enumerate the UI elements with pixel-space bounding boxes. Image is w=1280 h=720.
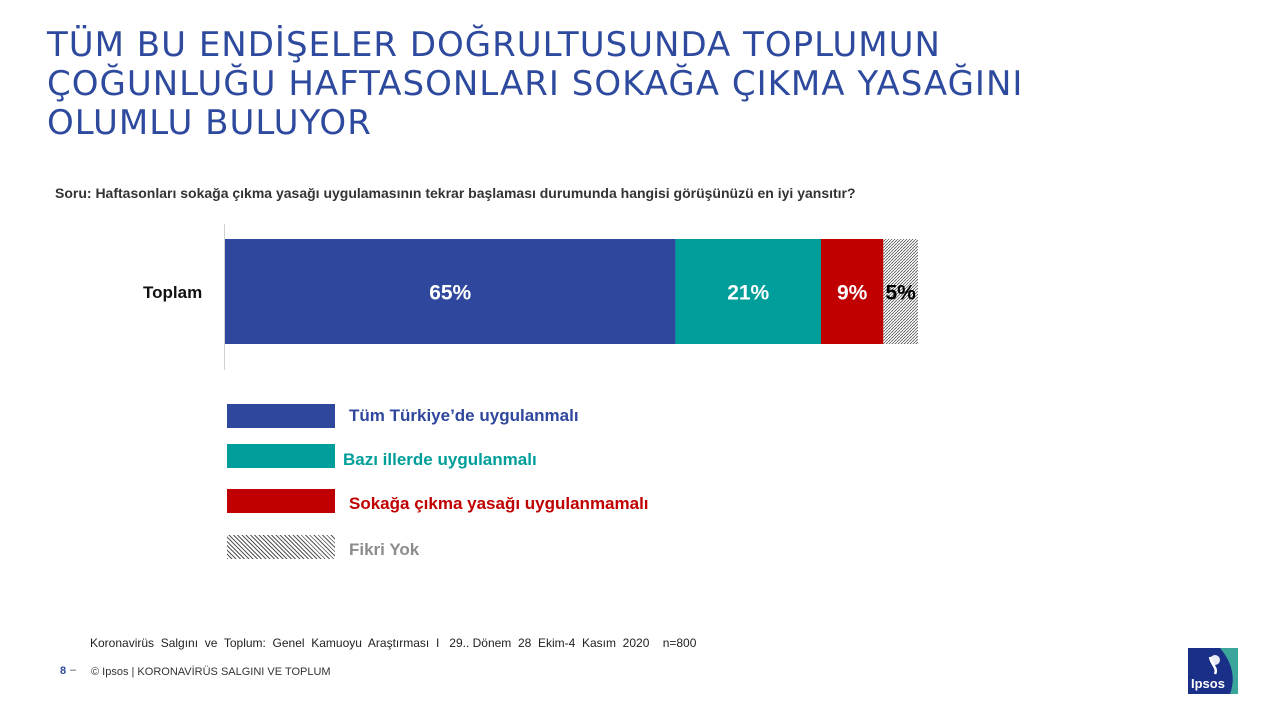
data-label-3: 9%: [837, 282, 868, 305]
title-line-3: OLUMLU BULUYOR: [47, 103, 372, 143]
legend-swatch-fikri-yok: [227, 535, 335, 559]
page-number: 8: [60, 665, 67, 677]
bar-segment-1: [225, 239, 676, 344]
legend-label-tum-turkiye: Tüm Türkiye’de uygulanmalı: [349, 406, 579, 425]
legend-swatch-uygulanmamali: [227, 489, 335, 513]
bar-segment-4: [883, 239, 918, 344]
page-title: TÜM BU ENDİŞELER DOĞRULTUSUNDA TOPLUMUN …: [47, 26, 1227, 143]
legend-swatch-tum-turkiye: [227, 404, 335, 428]
svg-text:Ipsos: Ipsos: [1191, 676, 1225, 691]
footer-copyright: © Ipsos | KORONAVİRÜS SALGINI VE TOPLUM: [91, 666, 331, 678]
bar-segment-3: [820, 239, 884, 344]
bar-segments: 65% 21% 9% 5%: [225, 239, 918, 344]
title-line-2: ÇOĞUNLUĞU HAFTASONLARI SOKAĞA ÇIKMA YASA…: [47, 64, 1024, 104]
bar-segment-2: [675, 239, 821, 344]
ipsos-logo: Ipsos: [1188, 648, 1238, 694]
category-label: Toplam: [143, 283, 203, 302]
data-label-4: 5%: [885, 282, 916, 305]
legend-label-uygulanmamali: Sokağa çıkma yasağı uygulanmamalı: [349, 494, 649, 513]
data-label-1: 65%: [429, 282, 471, 305]
legend-swatch-bazi-illerde: [227, 444, 335, 468]
title-line-1: TÜM BU ENDİŞELER DOĞRULTUSUNDA TOPLUMUN: [47, 25, 941, 65]
legend-label-fikri-yok: Fikri Yok: [349, 540, 420, 559]
legend-label-bazi-illerde: Bazı illerde uygulanmalı: [343, 450, 537, 469]
survey-question: Soru: Haftasonları sokağa çıkma yasağı u…: [55, 185, 856, 201]
stacked-bar-chart: 65% 21% 9% 5%: [224, 224, 918, 370]
data-label-2: 21%: [727, 282, 769, 305]
source-note: Koronavirüs Salgını ve Toplum: Genel Kam…: [90, 636, 697, 650]
footer-dash: –: [70, 664, 77, 676]
